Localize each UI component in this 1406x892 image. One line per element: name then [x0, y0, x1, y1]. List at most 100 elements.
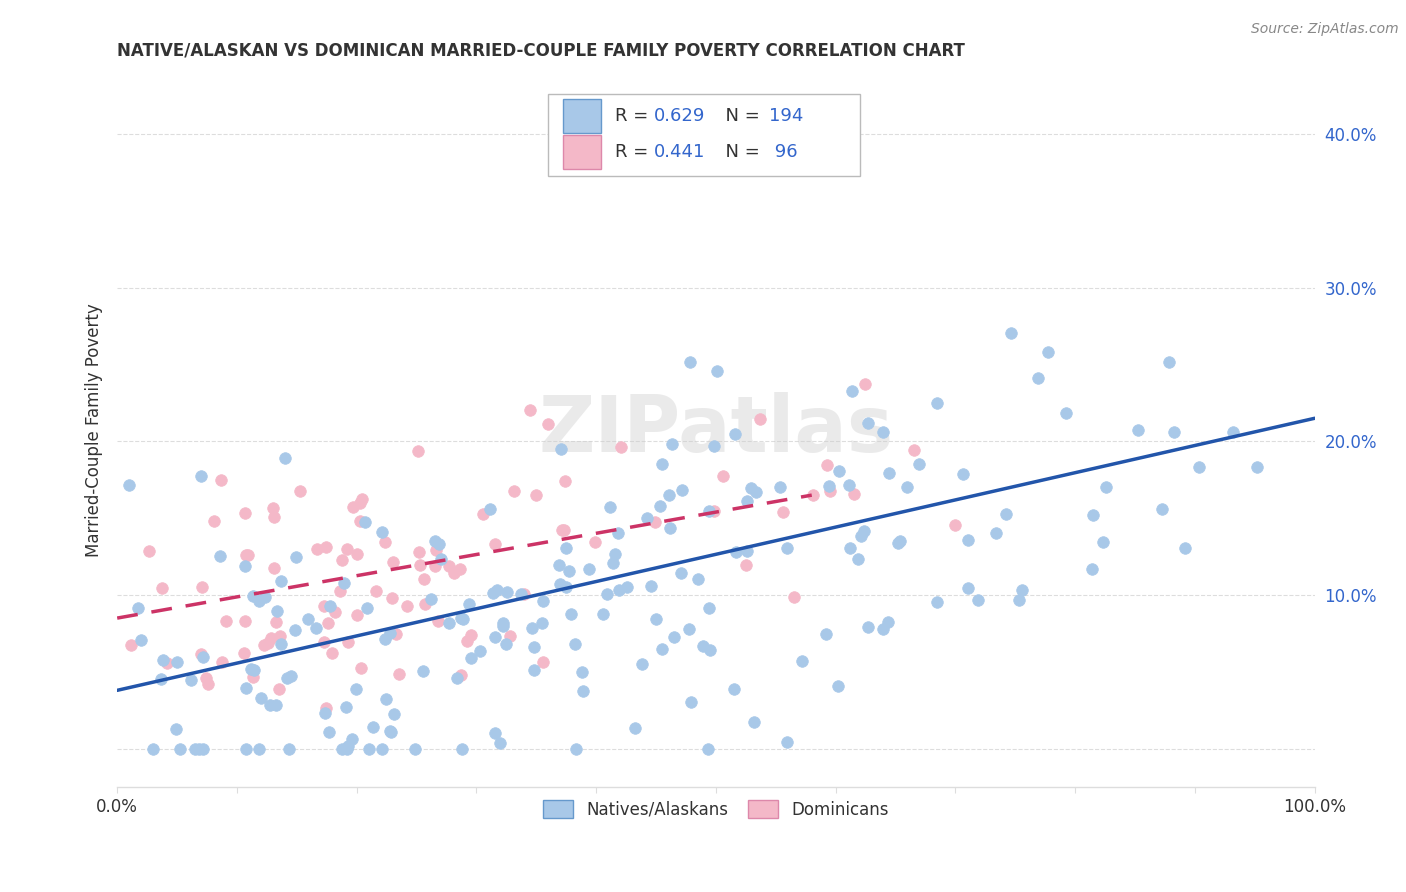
Point: [548, 576, 571, 591]
Point: [956, 582, 979, 596]
Point: [644, 516, 666, 530]
Point: [388, 666, 411, 681]
Point: [592, 607, 614, 622]
Point: [671, 483, 693, 497]
Point: [492, 616, 515, 631]
Point: [451, 612, 474, 626]
FancyBboxPatch shape: [562, 99, 600, 133]
Point: [554, 474, 576, 488]
Y-axis label: Married-Couple Family Poverty: Married-Couple Family Poverty: [86, 303, 103, 557]
Point: [602, 557, 624, 571]
Point: [889, 533, 911, 548]
Point: [305, 621, 328, 635]
Text: N =: N =: [714, 107, 765, 125]
Point: [571, 684, 593, 698]
Point: [263, 509, 285, 524]
Point: [340, 732, 363, 747]
Point: [190, 469, 212, 483]
Point: [209, 549, 232, 564]
Point: [662, 630, 685, 644]
Point: [350, 492, 373, 507]
Point: [242, 670, 264, 684]
Point: [371, 525, 394, 540]
Point: [697, 504, 720, 518]
Point: [558, 565, 581, 579]
Point: [315, 540, 337, 554]
Point: [658, 521, 681, 535]
Point: [318, 599, 340, 614]
Text: R =: R =: [616, 107, 654, 125]
Point: [247, 741, 270, 756]
Point: [336, 634, 359, 648]
Point: [1174, 541, 1197, 556]
Point: [366, 584, 388, 599]
Point: [284, 623, 307, 637]
Point: [748, 412, 770, 426]
Point: [896, 480, 918, 494]
Point: [943, 518, 966, 533]
Point: [560, 607, 582, 622]
Point: [484, 537, 506, 551]
Point: [578, 562, 600, 576]
Point: [1081, 508, 1104, 522]
Point: [531, 594, 554, 608]
Point: [877, 615, 900, 629]
Point: [846, 551, 869, 566]
Point: [215, 614, 238, 628]
Point: [305, 542, 328, 557]
Point: [323, 606, 346, 620]
Point: [607, 582, 630, 597]
Point: [183, 741, 205, 756]
Point: [740, 481, 762, 495]
Point: [297, 612, 319, 626]
Point: [266, 604, 288, 618]
Point: [697, 601, 720, 615]
Point: [374, 632, 396, 647]
Point: [202, 514, 225, 528]
Point: [488, 736, 510, 750]
Point: [233, 558, 256, 573]
Point: [138, 544, 160, 558]
Point: [526, 488, 548, 502]
Text: 0.629: 0.629: [654, 107, 704, 125]
Point: [423, 558, 446, 573]
Point: [839, 541, 862, 555]
Point: [257, 636, 280, 650]
Point: [925, 595, 948, 609]
Point: [706, 363, 728, 377]
Point: [129, 633, 152, 648]
Text: 194: 194: [769, 107, 803, 125]
Point: [375, 691, 398, 706]
Point: [671, 566, 693, 581]
Point: [378, 626, 401, 640]
Point: [510, 587, 533, 601]
Point: [555, 580, 578, 594]
Text: N =: N =: [714, 143, 765, 161]
Point: [1126, 423, 1149, 437]
Point: [314, 599, 336, 614]
Point: [724, 427, 747, 442]
Point: [335, 700, 357, 714]
Point: [522, 621, 544, 635]
Point: [1091, 535, 1114, 549]
Point: [879, 467, 901, 481]
Point: [482, 586, 505, 600]
Point: [380, 724, 402, 739]
Point: [851, 529, 873, 543]
Point: [166, 655, 188, 669]
Point: [336, 741, 359, 756]
Point: [142, 741, 165, 756]
Point: [276, 671, 298, 685]
Point: [267, 682, 290, 697]
Point: [404, 741, 426, 756]
Point: [872, 425, 894, 439]
Point: [699, 643, 721, 657]
Point: [329, 583, 352, 598]
Point: [776, 541, 799, 555]
Point: [645, 612, 668, 626]
Point: [425, 542, 447, 557]
Point: [484, 630, 506, 644]
Point: [270, 574, 292, 588]
Point: [354, 515, 377, 529]
Point: [396, 599, 419, 613]
